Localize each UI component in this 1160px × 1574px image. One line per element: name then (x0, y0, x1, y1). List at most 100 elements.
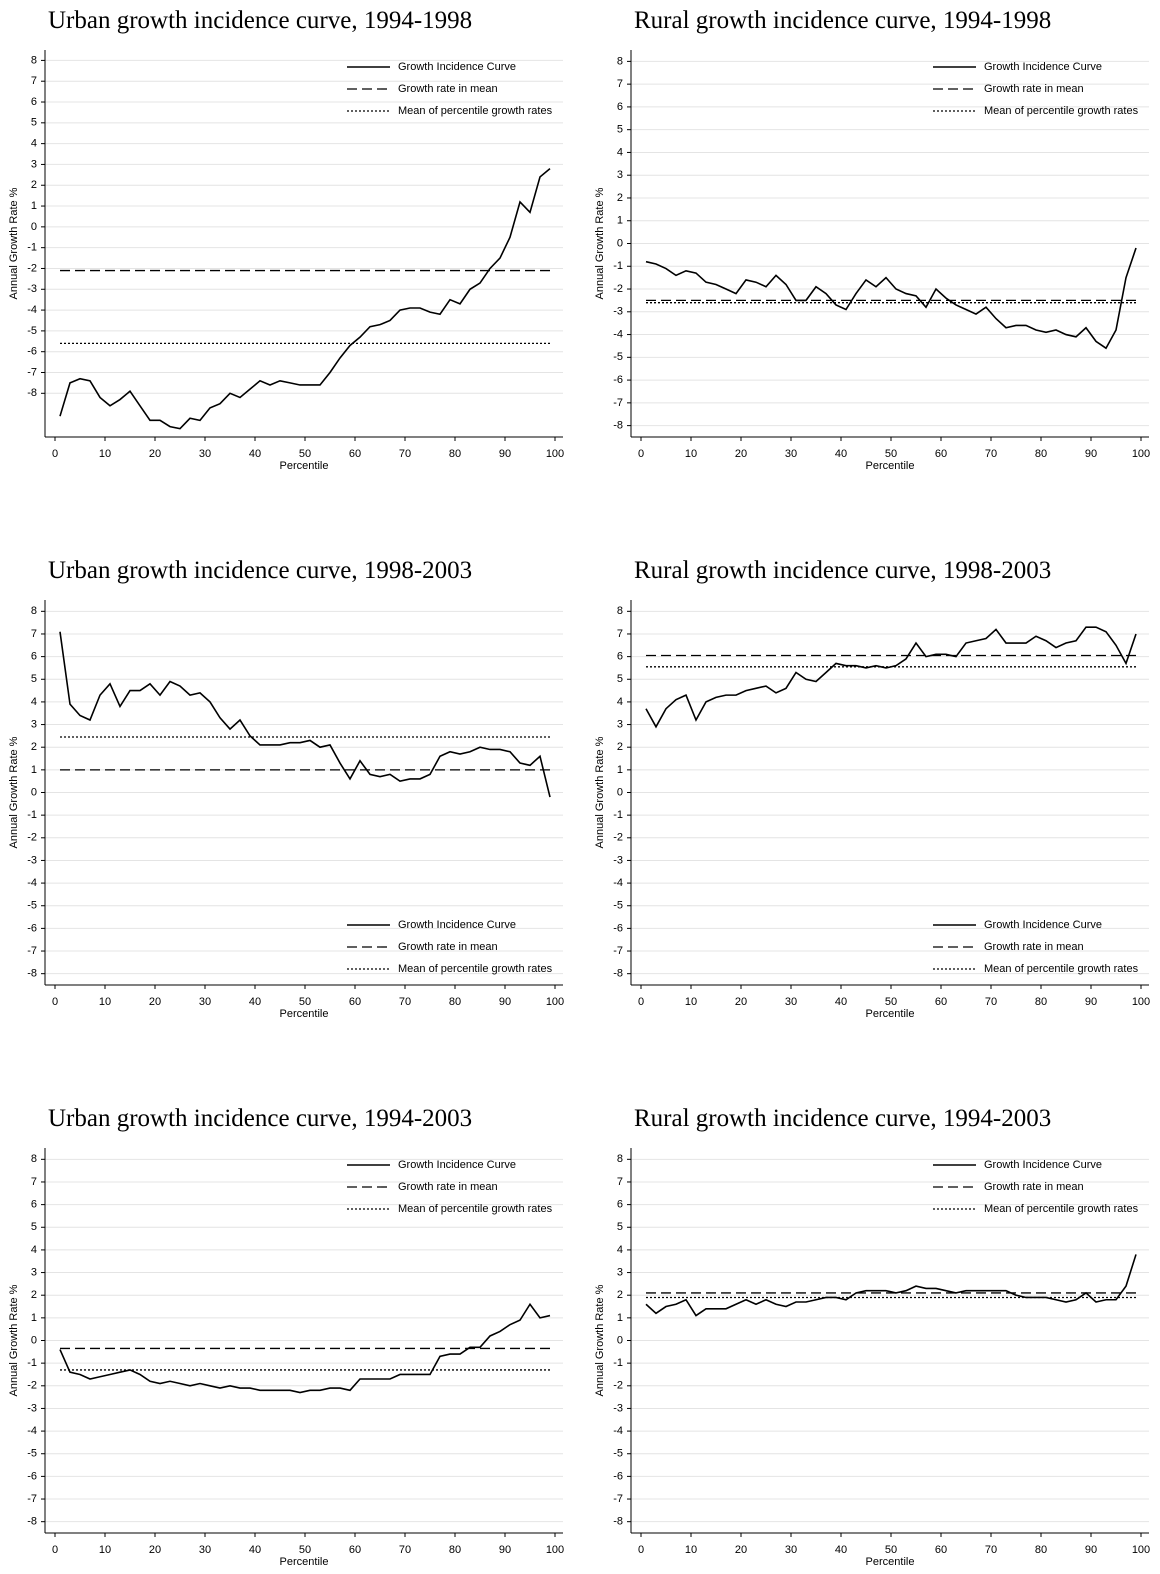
y-tick-label: -5 (613, 351, 623, 363)
legend-label: Mean of percentile growth rates (398, 1203, 553, 1215)
x-tick-label: 0 (638, 996, 644, 1008)
y-tick-label: -4 (613, 1425, 623, 1437)
y-tick-label: 0 (617, 237, 623, 249)
y-tick-label: -1 (27, 1357, 37, 1369)
y-tick-label: -7 (613, 1493, 623, 1505)
y-tick-label: 8 (617, 1153, 623, 1165)
x-tick-label: 20 (149, 1544, 161, 1556)
legend-label: Growth rate in mean (398, 1181, 498, 1193)
y-tick-label: -2 (27, 262, 37, 274)
y-tick-label: 4 (617, 696, 623, 708)
y-tick-label: 0 (617, 786, 623, 798)
x-axis-label: Percentile (280, 1008, 329, 1020)
x-tick-label: 50 (299, 996, 311, 1008)
chart-title: Urban growth incidence curve, 1994-2003 (48, 1105, 472, 1132)
x-tick-label: 40 (835, 996, 847, 1008)
x-tick-label: 70 (985, 448, 997, 460)
y-tick-label: 7 (31, 1176, 37, 1188)
x-tick-label: 60 (349, 448, 361, 460)
legend-label: Mean of percentile growth rates (984, 1203, 1139, 1215)
x-axis-label: Percentile (866, 1008, 915, 1020)
y-tick-label: -4 (27, 877, 37, 889)
x-tick-label: 70 (399, 1544, 411, 1556)
y-tick-label: -3 (613, 306, 623, 318)
x-tick-label: 90 (499, 448, 511, 460)
x-tick-label: 40 (835, 1544, 847, 1556)
y-tick-label: -8 (27, 968, 37, 980)
x-tick-label: 90 (1085, 448, 1097, 460)
legend-label: Growth rate in mean (984, 83, 1084, 95)
x-tick-label: 40 (249, 1544, 261, 1556)
y-tick-label: -6 (27, 922, 37, 934)
x-axis-label: Percentile (866, 1556, 915, 1568)
y-tick-label: -6 (27, 346, 37, 358)
x-tick-label: 100 (546, 1544, 564, 1556)
x-tick-label: 30 (199, 1544, 211, 1556)
y-tick-label: -3 (27, 283, 37, 295)
x-tick-label: 70 (985, 996, 997, 1008)
chart-title: Urban growth incidence curve, 1998-2003 (48, 557, 472, 584)
y-axis-label: Annual Growth Rate % (594, 1284, 606, 1396)
y-tick-label: -6 (613, 1470, 623, 1482)
y-tick-label: 1 (617, 1312, 623, 1324)
y-tick-label: -3 (613, 1402, 623, 1414)
y-tick-label: -8 (613, 420, 623, 432)
x-tick-label: 80 (449, 448, 461, 460)
x-tick-label: 70 (399, 996, 411, 1008)
x-tick-label: 100 (546, 448, 564, 460)
x-axis-label: Percentile (280, 1556, 329, 1568)
y-tick-label: -7 (613, 945, 623, 957)
y-tick-label: -4 (27, 1425, 37, 1437)
x-tick-label: 40 (249, 448, 261, 460)
x-tick-label: 50 (299, 448, 311, 460)
x-tick-label: 10 (99, 448, 111, 460)
y-tick-label: -2 (613, 283, 623, 295)
y-tick-label: -2 (27, 1380, 37, 1392)
legend-label: Growth Incidence Curve (398, 61, 516, 73)
y-tick-label: -8 (27, 387, 37, 399)
y-tick-label: 4 (617, 1244, 623, 1256)
y-tick-label: 2 (617, 741, 623, 753)
chart-title: Rural growth incidence curve, 1998-2003 (634, 557, 1051, 584)
x-tick-label: 80 (449, 1544, 461, 1556)
y-tick-label: 2 (617, 192, 623, 204)
y-tick-label: -1 (27, 242, 37, 254)
y-tick-label: 0 (31, 221, 37, 233)
legend-label: Growth rate in mean (984, 1181, 1084, 1193)
y-tick-label: -7 (27, 945, 37, 957)
y-tick-label: 8 (31, 605, 37, 617)
y-tick-label: 5 (617, 124, 623, 136)
y-tick-label: 4 (31, 696, 37, 708)
y-tick-label: -7 (27, 1493, 37, 1505)
legend-label: Mean of percentile growth rates (984, 105, 1139, 117)
y-tick-label: 5 (31, 1221, 37, 1233)
y-tick-label: 8 (31, 1153, 37, 1165)
x-tick-label: 20 (735, 448, 747, 460)
x-tick-label: 20 (735, 996, 747, 1008)
y-tick-label: 2 (31, 1289, 37, 1301)
legend-label: Mean of percentile growth rates (398, 963, 553, 975)
x-tick-label: 90 (1085, 996, 1097, 1008)
x-tick-label: 0 (52, 1544, 58, 1556)
y-axis-label: Annual Growth Rate % (594, 187, 606, 299)
x-tick-label: 20 (735, 1544, 747, 1556)
legend-label: Growth Incidence Curve (984, 1159, 1102, 1171)
y-tick-label: -6 (613, 922, 623, 934)
x-tick-label: 10 (685, 448, 697, 460)
legend-label: Growth Incidence Curve (398, 919, 516, 931)
y-tick-label: -2 (613, 832, 623, 844)
y-tick-label: 6 (31, 96, 37, 108)
x-tick-label: 0 (52, 448, 58, 460)
x-tick-label: 50 (885, 996, 897, 1008)
y-tick-label: 3 (617, 169, 623, 181)
y-tick-label: 1 (31, 764, 37, 776)
x-tick-label: 60 (935, 1544, 947, 1556)
y-tick-label: 0 (31, 1334, 37, 1346)
y-tick-label: -5 (613, 1448, 623, 1460)
x-tick-label: 70 (985, 1544, 997, 1556)
x-tick-label: 0 (638, 448, 644, 460)
y-axis-label: Annual Growth Rate % (8, 736, 20, 848)
x-tick-label: 60 (349, 1544, 361, 1556)
y-tick-label: -4 (613, 328, 623, 340)
